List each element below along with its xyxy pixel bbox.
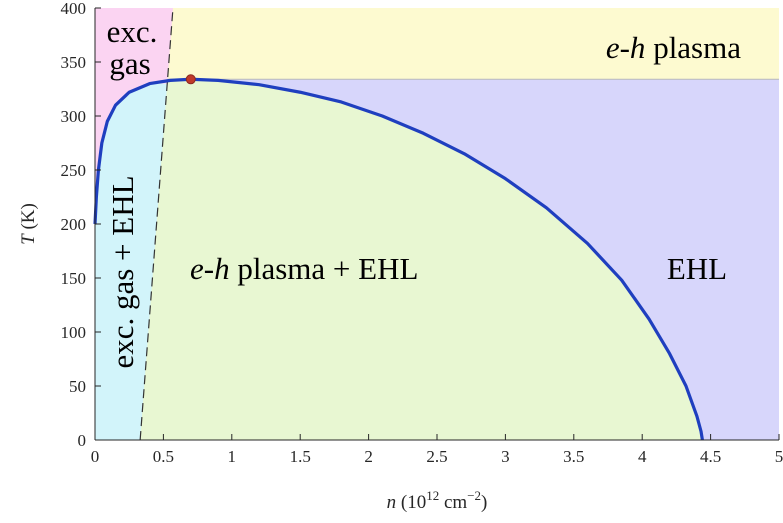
y-tick-label: 0: [78, 431, 87, 450]
y-tick-label: 250: [61, 161, 87, 180]
label-exciton-gas-line1: exc.: [107, 14, 158, 49]
x-tick-label: 2.5: [426, 447, 447, 466]
y-tick-label: 300: [61, 107, 87, 126]
label-ehl: EHL: [667, 251, 727, 286]
critical-point: [185, 74, 196, 85]
x-tick-label: 0.5: [153, 447, 174, 466]
x-tick-label: 0: [91, 447, 100, 466]
x-axis-label: n (1012 cm−2): [387, 488, 488, 513]
x-tick-label: 5: [775, 447, 783, 466]
x-tick-label: 3: [501, 447, 510, 466]
y-axis-label: T (K): [18, 203, 39, 245]
region-eh-plasma: [95, 8, 779, 80]
boundary-lines: [93, 7, 779, 441]
x-tick-label: 1: [228, 447, 237, 466]
x-tick-label: 3.5: [563, 447, 584, 466]
label-exciton-gas-ehl: exc. gas + EHL: [105, 175, 140, 368]
regions-layer: [95, 8, 779, 440]
label-eh-plasma: e-h plasma: [606, 30, 741, 65]
y-tick-label: 400: [61, 0, 87, 18]
coexistence-curve: [93, 77, 704, 441]
region-labels: exc.gas e-h plasma exc. gas + EHL e-h plasm…: [105, 14, 741, 369]
region-exciton-gas-ehl: [95, 83, 168, 440]
x-tick-label: 1.5: [290, 447, 311, 466]
region-eh-plasma-ehl: [95, 79, 703, 440]
y-tick-label: 100: [61, 323, 87, 342]
ticks-layer: 0 0.5 1 1.5 2 2.5 3 3.5 4 4.5 50501001502002503003…: [18, 0, 783, 513]
x-tick-label: 2: [364, 447, 373, 466]
x-tick-label: 4: [638, 447, 647, 466]
label-eh-plasma-ehl: e-h plasma + EHL: [190, 251, 418, 286]
y-tick-label: 150: [61, 269, 87, 288]
y-tick-label: 350: [61, 53, 87, 72]
x-tick-label: 4.5: [700, 447, 721, 466]
dashed-boundary-line: [139, 7, 174, 441]
label-exciton-gas-line2: gas: [109, 46, 150, 81]
y-tick-label: 50: [69, 377, 86, 396]
y-tick-label: 200: [61, 215, 87, 234]
region-exciton-gas: [95, 8, 173, 224]
